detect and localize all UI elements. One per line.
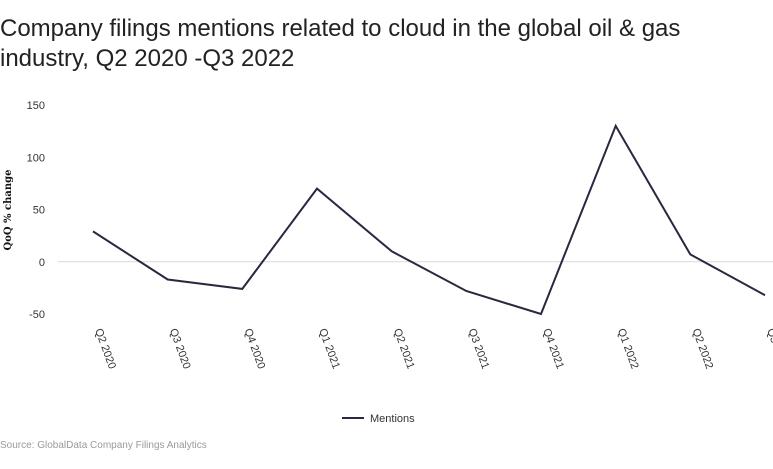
chart-title: Company filings mentions related to clou… xyxy=(0,15,681,72)
y-tick-label: 50 xyxy=(33,205,45,217)
y-tick-label: 150 xyxy=(27,100,45,112)
x-tick-label: Q2 2021 xyxy=(391,327,417,371)
source-note: Source: GlobalData Company Filings Analy… xyxy=(0,440,207,451)
y-tick-label: 0 xyxy=(39,257,45,269)
x-tick-label: Q3 2022 xyxy=(764,327,773,371)
x-tick-label: Q4 2020 xyxy=(242,327,268,371)
legend: Mentions xyxy=(342,413,415,425)
y-axis-ticks: -50 0 50 100 150 xyxy=(27,100,45,321)
x-tick-label: Q1 2022 xyxy=(615,327,641,371)
x-tick-label: Q3 2021 xyxy=(466,327,492,371)
x-tick-label: Q3 2020 xyxy=(167,327,193,371)
x-tick-label: Q2 2022 xyxy=(690,327,716,371)
y-tick-label: -50 xyxy=(29,309,45,321)
x-tick-label: Q1 2021 xyxy=(316,327,342,371)
y-tick-label: 100 xyxy=(27,152,45,164)
x-axis-ticks: Q2 2020 Q3 2020 Q4 2020 Q1 2021 Q2 2021 Q3 20… xyxy=(92,327,773,371)
x-tick-label: Q2 2020 xyxy=(92,327,118,371)
x-tick-label: Q4 2021 xyxy=(540,327,566,371)
legend-label-mentions: Mentions xyxy=(370,413,415,425)
series-line-mentions xyxy=(92,123,766,316)
y-axis-label: QoQ % change xyxy=(3,169,14,250)
